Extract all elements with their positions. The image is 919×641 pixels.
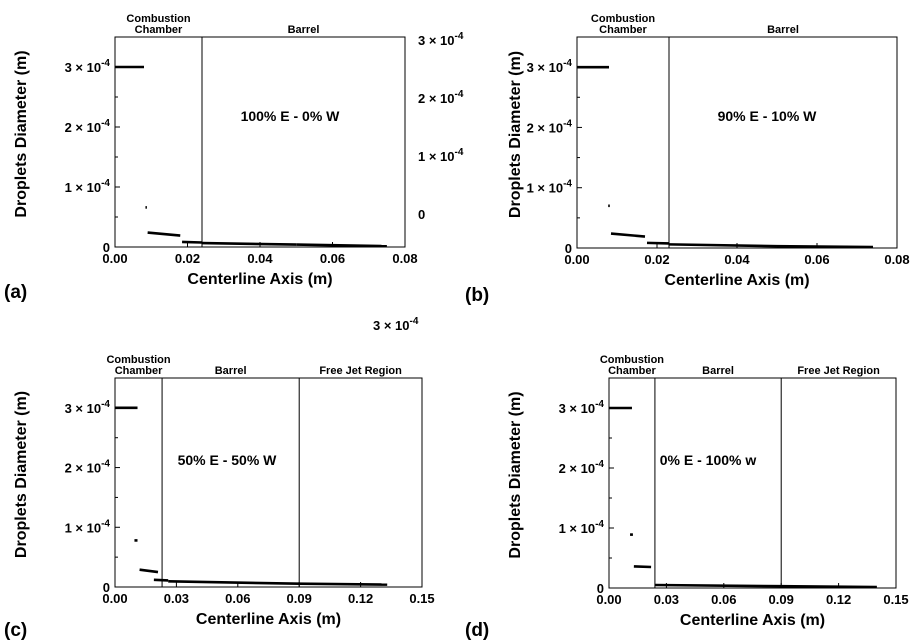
right-axis-label: 0 (418, 207, 425, 222)
panel-label: (d) (465, 620, 489, 641)
y-tick-label: 2 × 10-4 (527, 118, 573, 135)
region-label: Chamber (608, 365, 656, 377)
data-segment (201, 241, 297, 246)
y-axis-title: Droplets Diameter (m) (13, 50, 30, 217)
y-tick-label: 3 × 10-4 (527, 58, 573, 75)
x-tick-label: 0.09 (769, 592, 794, 607)
y-tick-label: 2 × 10-4 (65, 118, 111, 135)
x-tick-label: 0.04 (724, 252, 750, 267)
x-tick-label: 0.02 (644, 252, 669, 267)
data-segment (776, 244, 874, 249)
data-segment (182, 240, 203, 244)
y-tick-label: 1 × 10-4 (65, 518, 111, 535)
x-tick-label: 0.06 (711, 592, 736, 607)
region-label: Chamber (115, 365, 163, 377)
panel-label: (a) (4, 282, 27, 303)
y-axis-title: Droplets Diameter (m) (13, 391, 30, 558)
x-tick-label: 0.08 (884, 252, 909, 267)
data-segment (296, 243, 387, 248)
right-axis-label: 2 × 10-4 (418, 89, 464, 106)
region-label: Barrel (767, 24, 799, 36)
region-label: Barrel (215, 365, 247, 377)
x-tick-label: 0.06 (320, 251, 345, 266)
composition-annotation: 50% E - 50% W (178, 452, 278, 468)
x-tick-label: 0.04 (247, 251, 273, 266)
y-tick-label: 3 × 10-4 (559, 399, 605, 416)
region-label: Combustion (106, 354, 170, 366)
data-segment (646, 241, 670, 245)
y-tick-label: 0 (103, 580, 110, 595)
data-segment (299, 582, 388, 586)
x-tick-label: 0.03 (164, 591, 189, 606)
data-segment (153, 578, 169, 582)
panel-label: (b) (465, 285, 489, 306)
composition-annotation: 100% E - 0% W (241, 108, 341, 124)
x-tick-label: 0.06 (225, 591, 250, 606)
plot-frame (114, 36, 406, 248)
plot-frame (114, 377, 423, 588)
x-tick-label: 0.15 (883, 592, 908, 607)
y-tick-label: 3 × 10-4 (65, 399, 111, 416)
y-tick-label: 1 × 10-4 (527, 179, 573, 196)
right-axis-label: 3 × 10-4 (418, 31, 464, 48)
plot-frame (608, 377, 897, 589)
x-tick-label: 0.12 (348, 591, 373, 606)
panel-label: (c) (4, 620, 27, 641)
y-tick-label: 2 × 10-4 (65, 459, 111, 476)
region-label: Barrel (702, 365, 734, 377)
data-segment (633, 565, 652, 569)
x-tick-label: 0.00 (596, 592, 621, 607)
x-axis-title: Centerline Axis (m) (664, 272, 809, 289)
composition-annotation: 90% E - 10% W (718, 108, 818, 124)
region-label: Free Jet Region (797, 365, 880, 377)
data-segment (610, 232, 646, 238)
data-segment (668, 243, 778, 248)
x-tick-label: 0.00 (564, 252, 589, 267)
x-tick-label: 0.02 (175, 251, 200, 266)
y-axis-title: Droplets Diameter (m) (507, 51, 524, 218)
y-tick-label: 3 × 10-4 (65, 58, 111, 75)
y-tick-label: 0 (565, 241, 572, 256)
y-tick-label: 0 (103, 240, 110, 255)
region-label: Chamber (599, 24, 647, 36)
x-tick-label: 0.00 (102, 251, 127, 266)
x-axis-title: Centerline Axis (m) (187, 271, 332, 288)
x-axis-title: Centerline Axis (m) (680, 612, 825, 629)
region-label: Combustion (591, 13, 655, 25)
y-axis-title: Droplets Diameter (m) (507, 391, 524, 558)
right-axis-label: 1 × 10-4 (418, 147, 464, 164)
x-tick-label: 0.15 (409, 591, 434, 606)
x-tick-label: 0.03 (654, 592, 679, 607)
x-tick-label: 0.12 (826, 592, 851, 607)
region-label: Combustion (600, 354, 664, 366)
data-segment (168, 580, 300, 586)
composition-annotation: 0% E - 100% w (660, 452, 757, 468)
region-label: Barrel (288, 24, 320, 36)
y-tick-label: 1 × 10-4 (559, 519, 605, 536)
plot-frame (576, 36, 898, 249)
y-tick-label: 1 × 10-4 (65, 178, 111, 195)
data-segment (147, 231, 181, 237)
region-label: Combustion (126, 13, 190, 25)
stray-axis-label: 3 × 10-4 (373, 316, 419, 333)
x-tick-label: 0.00 (102, 591, 127, 606)
x-tick-label: 0.09 (287, 591, 312, 606)
y-tick-label: 0 (597, 581, 604, 596)
region-label: Chamber (135, 24, 183, 36)
x-tick-label: 0.06 (804, 252, 829, 267)
x-axis-title: Centerline Axis (m) (196, 611, 341, 628)
x-tick-label: 0.08 (392, 251, 417, 266)
data-segment (139, 568, 159, 574)
data-segment (781, 584, 877, 589)
region-label: Free Jet Region (319, 365, 402, 377)
y-tick-label: 2 × 10-4 (559, 459, 605, 476)
data-segment (654, 583, 782, 588)
